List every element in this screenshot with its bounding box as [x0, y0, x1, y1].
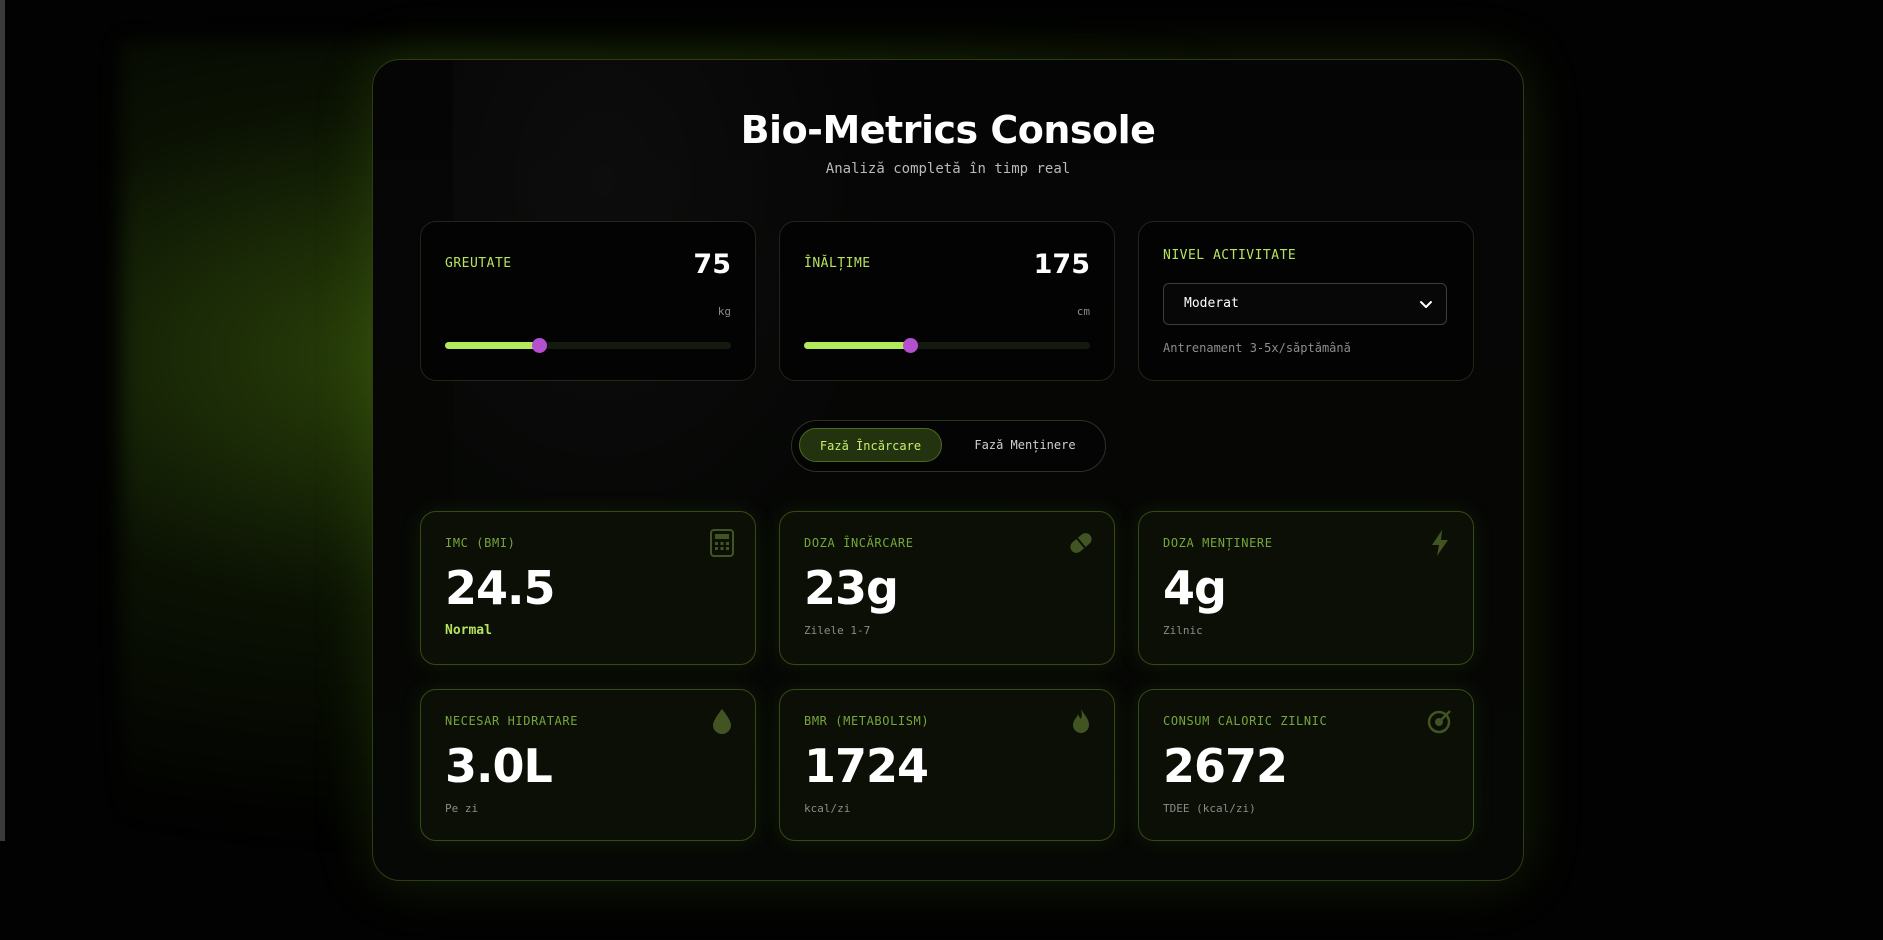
weight-value: 75 — [693, 249, 731, 280]
height-label: ÎNĂLȚIME — [804, 256, 871, 271]
height-unit: cm — [1076, 305, 1090, 318]
activity-label: NIVEL ACTIVITATE — [1163, 248, 1297, 263]
metric-value: 4g — [1163, 561, 1227, 615]
flame-icon — [1073, 709, 1089, 733]
metric-label: CONSUM CALORIC ZILNIC — [1163, 714, 1328, 728]
metric-sub: Zilnic — [1163, 624, 1203, 637]
metric-label: DOZA MENȚINERE — [1163, 536, 1273, 550]
metric-card-hydration: NECESAR HIDRATARE 3.0L Pe zi — [420, 689, 756, 841]
weight-card: GREUTATE 75 kg — [420, 221, 756, 381]
chevron-down-icon — [1420, 301, 1432, 308]
metric-label: IMC (BMI) — [445, 536, 516, 550]
metric-card-bmr: BMR (METABOLISM) 1724 kcal/zi — [779, 689, 1115, 841]
activity-select[interactable]: Moderat — [1163, 283, 1447, 325]
window-edge — [0, 0, 5, 841]
metric-card-tdee: CONSUM CALORIC ZILNIC 2672 TDEE (kcal/zi… — [1138, 689, 1474, 841]
weight-label: GREUTATE — [445, 256, 512, 271]
target-icon — [1427, 710, 1451, 734]
activity-hint: Antrenament 3-5x/săptămână — [1163, 341, 1351, 355]
metric-sub: kcal/zi — [804, 802, 851, 815]
metric-value: 1724 — [804, 739, 929, 793]
height-slider-thumb[interactable] — [902, 338, 918, 353]
height-value: 175 — [1033, 249, 1090, 280]
metric-label: BMR (METABOLISM) — [804, 714, 930, 728]
page-subtitle: Analiză completă în timp real — [825, 161, 1071, 177]
metric-card-bmi: IMC (BMI) 24.5 Normal — [420, 511, 756, 665]
console-panel: Bio-Metrics Console Analiză completă în … — [372, 59, 1524, 881]
height-slider[interactable] — [804, 338, 1090, 353]
metric-label: DOZA ÎNCĂRCARE — [804, 536, 914, 550]
pill-icon — [1070, 533, 1092, 553]
phase-loading-button[interactable]: Fază Încărcare — [799, 428, 942, 462]
metric-label: NECESAR HIDRATARE — [445, 714, 579, 728]
height-card: ÎNĂLȚIME 175 cm — [779, 221, 1115, 381]
metric-value: 3.0L — [445, 739, 553, 793]
metric-value: 23g — [804, 561, 899, 615]
metric-card-maintenance-dose: DOZA MENȚINERE 4g Zilnic — [1138, 511, 1474, 665]
metric-value: 24.5 — [445, 561, 555, 615]
bolt-icon — [1432, 530, 1448, 556]
metric-sub: TDEE (kcal/zi) — [1163, 802, 1256, 815]
activity-card: NIVEL ACTIVITATE Moderat Antrenament 3-5… — [1138, 221, 1474, 381]
metric-sub: Pe zi — [445, 802, 479, 815]
page-title: Bio-Metrics Console — [740, 108, 1156, 152]
weight-unit: kg — [717, 305, 731, 318]
metric-card-loading-dose: DOZA ÎNCĂRCARE 23g Zilele 1-7 — [779, 511, 1115, 665]
water-drop-icon — [713, 709, 731, 734]
height-slider-fill — [804, 342, 910, 349]
weight-slider[interactable] — [445, 338, 731, 353]
activity-select-value: Moderat — [1184, 296, 1239, 311]
weight-slider-thumb[interactable] — [532, 338, 548, 353]
metric-value: 2672 — [1163, 739, 1288, 793]
phase-maintenance-button[interactable]: Fază Menținere — [974, 438, 1076, 452]
phase-toggle: Fază Încărcare Fază Menținere — [791, 420, 1106, 472]
metric-sub: Zilele 1-7 — [804, 624, 871, 637]
bmi-status: Normal — [445, 623, 492, 638]
calculator-icon — [710, 529, 734, 557]
weight-slider-fill — [445, 342, 540, 349]
